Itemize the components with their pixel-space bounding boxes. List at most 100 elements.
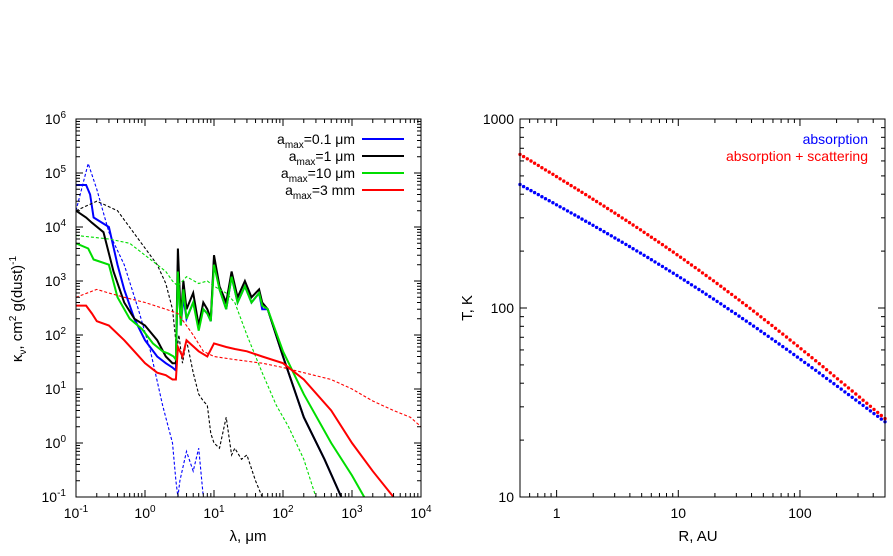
- right-series-point: [642, 230, 646, 234]
- right-chart-ticks: 1 10 100 10 100 1000: [483, 111, 885, 521]
- right-series-point: [748, 321, 752, 326]
- right-series-point: [631, 247, 635, 251]
- right-series-point: [529, 159, 533, 163]
- right-series-point: [726, 307, 730, 311]
- right-series-point: [748, 306, 752, 310]
- right-series-point: [565, 181, 570, 185]
- right-series-point: [638, 228, 643, 232]
- right-series-point: [781, 332, 785, 336]
- right-series-point: [594, 199, 599, 204]
- right-series-point: [565, 209, 570, 213]
- right-series-point: [532, 161, 537, 165]
- right-series-point: [521, 184, 526, 189]
- left-x-tick-label: 104: [410, 504, 432, 521]
- right-series-point: [803, 360, 807, 365]
- left-series-line-solid: [76, 184, 343, 497]
- right-series-point: [704, 273, 708, 278]
- right-series-point: [872, 411, 876, 416]
- right-series-point: [682, 278, 686, 282]
- right-series-point: [876, 414, 880, 418]
- right-series-point: [580, 217, 584, 221]
- right-series-point: [554, 174, 559, 179]
- right-series-point: [857, 395, 862, 399]
- right-series-point: [697, 287, 701, 292]
- left-y-tick-label: 101: [45, 380, 67, 397]
- right-series-point: [624, 242, 628, 247]
- right-series-point: [540, 166, 544, 170]
- right-legend-absorption: absorption: [803, 131, 868, 147]
- right-series-point: [806, 353, 811, 357]
- right-series-point: [792, 352, 796, 357]
- right-series-point: [730, 309, 734, 313]
- right-series-point: [868, 404, 873, 408]
- left-series-line-dashed: [76, 161, 211, 497]
- right-series-point: [587, 221, 592, 225]
- right-series-point: [810, 366, 814, 370]
- right-series-point: [828, 379, 832, 383]
- right-series-point: [646, 255, 650, 260]
- right-series-point: [846, 392, 851, 397]
- left-series-line-dashed: [76, 234, 317, 497]
- right-series-point: [708, 294, 712, 299]
- right-series-point: [558, 177, 562, 181]
- right-series-point: [667, 269, 672, 273]
- right-series-point: [777, 342, 781, 346]
- right-series-point: [697, 268, 701, 272]
- right-series-point: [671, 250, 675, 254]
- right-series-point: [824, 376, 829, 381]
- right-series-point: [737, 314, 741, 318]
- right-series-point: [865, 406, 869, 410]
- right-series-point: [642, 253, 646, 257]
- right-series-point: [722, 287, 727, 291]
- right-series-point: [631, 223, 635, 227]
- right-series-point: [770, 337, 774, 341]
- right-series-point: [835, 377, 840, 381]
- right-series-point: [660, 242, 665, 247]
- right-series-point: [547, 199, 551, 203]
- left-legend-label: amax=10 μm: [281, 165, 355, 185]
- right-series-point: [635, 249, 639, 253]
- right-series-point: [638, 251, 643, 255]
- right-series-point: [569, 211, 573, 215]
- right-series-point: [832, 374, 836, 378]
- right-series-point: [602, 204, 606, 208]
- left-y-tick-label: 103: [45, 272, 67, 289]
- right-series-point: [722, 304, 727, 308]
- left-y-axis-label: κν, cm2 g(dust)-1: [8, 255, 29, 362]
- right-series-point: [715, 281, 719, 286]
- right-series-point: [715, 299, 719, 304]
- right-series-point: [649, 258, 654, 262]
- right-series-point: [562, 207, 566, 211]
- left-x-tick-label: 102: [272, 504, 294, 521]
- right-series-point: [795, 355, 800, 359]
- right-series-point: [744, 319, 748, 323]
- right-series-point: [620, 216, 624, 220]
- right-series-point: [835, 384, 840, 389]
- right-series-point: [814, 368, 818, 372]
- right-series-point: [569, 183, 573, 188]
- right-series-point: [646, 233, 650, 237]
- right-series-point: [649, 235, 654, 239]
- left-x-tick-label: 101: [203, 504, 225, 521]
- right-series-point: [551, 201, 555, 205]
- right-series-point: [704, 292, 708, 296]
- right-series-point: [616, 213, 621, 218]
- right-series-point: [777, 329, 781, 333]
- right-series-point: [547, 170, 551, 174]
- right-series-point: [762, 318, 767, 322]
- right-series-point: [744, 303, 748, 308]
- right-series-point: [624, 218, 628, 222]
- right-series-point: [781, 344, 785, 349]
- left-legend-label: amax=0.1 μm: [277, 131, 355, 151]
- right-series-point: [689, 263, 694, 267]
- right-y-axis-label: T, K: [459, 295, 476, 321]
- right-series-point: [653, 260, 657, 264]
- right-series-point: [803, 350, 807, 354]
- right-series-point: [693, 265, 697, 270]
- right-series-point: [795, 344, 800, 348]
- right-series-point: [711, 297, 716, 301]
- right-series-point: [879, 413, 883, 418]
- right-series-point: [839, 380, 843, 384]
- right-series-point: [532, 190, 537, 195]
